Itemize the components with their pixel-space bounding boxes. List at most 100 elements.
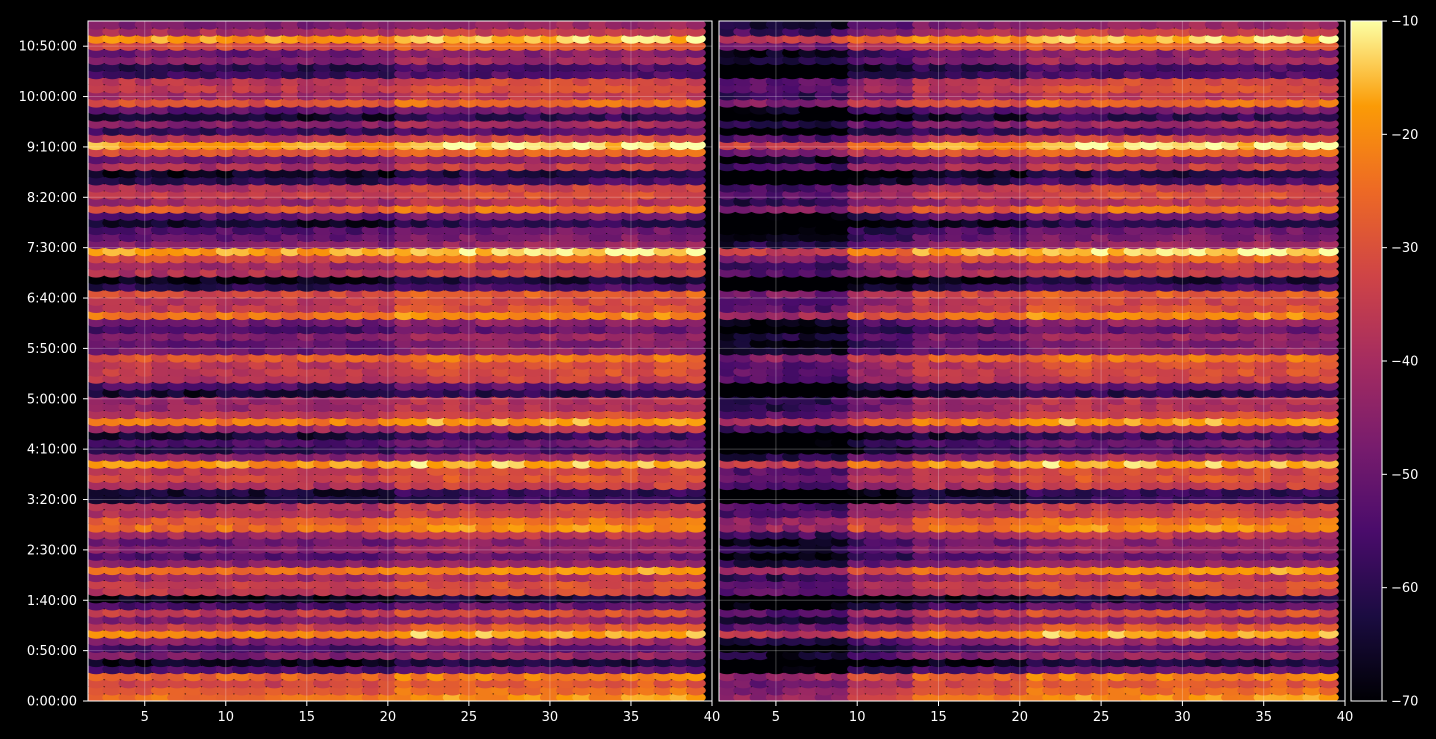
- heatmap-cell: [765, 642, 787, 654]
- heatmap-cell: [134, 295, 155, 306]
- heatmap-cell: [539, 550, 560, 561]
- heatmap-cell: [183, 274, 204, 285]
- heatmap-cell: [442, 522, 463, 533]
- heatmap-cell: [215, 501, 236, 512]
- heatmap-cell: [1237, 642, 1258, 654]
- heatmap-cell: [765, 586, 787, 597]
- heatmap-cell: [232, 557, 252, 569]
- heatmap-cell: [733, 515, 754, 526]
- heatmap-cell: [1302, 515, 1323, 526]
- heatmap-cell: [394, 472, 415, 483]
- heatmap-cell: [183, 97, 204, 108]
- heatmap-cell: [588, 529, 609, 540]
- heatmap-cell: [879, 621, 900, 632]
- heatmap-cell: [248, 564, 269, 576]
- heatmap-cell: [248, 281, 269, 292]
- heatmap-cell: [604, 118, 625, 129]
- heatmap-cell: [167, 203, 188, 214]
- heatmap-cell: [637, 338, 658, 349]
- heatmap-cell: [604, 302, 625, 313]
- heatmap-cell: [264, 281, 285, 292]
- heatmap-cell: [1074, 451, 1095, 462]
- heatmap-cell: [653, 607, 674, 618]
- heatmap-cell: [264, 90, 285, 101]
- heatmap-cell: [491, 458, 512, 469]
- heatmap-cell: [507, 274, 528, 285]
- heatmap-cell: [215, 132, 236, 143]
- heatmap-cell: [1026, 586, 1047, 597]
- heatmap-cell: [1074, 628, 1095, 639]
- heatmap-cell: [410, 111, 431, 122]
- heatmap-cell: [264, 210, 285, 221]
- heatmap-cell: [798, 508, 819, 519]
- heatmap-cell: [296, 352, 317, 363]
- heatmap-cell: [782, 508, 803, 519]
- heatmap-cell: [248, 501, 269, 512]
- heatmap-cell: [410, 239, 431, 250]
- heatmap-cell: [102, 550, 123, 561]
- heatmap-cell: [491, 522, 512, 533]
- heatmap-cell: [539, 331, 560, 342]
- heatmap-cell: [329, 494, 350, 505]
- heatmap-cell: [475, 543, 496, 554]
- heatmap-cell: [475, 33, 496, 44]
- heatmap-cell: [588, 345, 609, 356]
- heatmap-cell: [507, 76, 528, 87]
- heatmap-cell: [248, 579, 269, 590]
- heatmap-cell: [1091, 515, 1112, 526]
- heatmap-cell: [296, 635, 317, 646]
- heatmap-cell: [248, 664, 269, 675]
- heatmap-cell: [313, 550, 333, 561]
- heatmap-cell: [361, 111, 382, 122]
- heatmap-cell: [329, 331, 350, 342]
- heatmap-cell: [507, 146, 528, 158]
- heatmap-cell: [572, 387, 593, 398]
- heatmap-cell: [863, 685, 884, 696]
- heatmap-cell: [264, 161, 285, 172]
- heatmap-cell: [329, 451, 350, 462]
- heatmap-cell: [1172, 536, 1193, 547]
- heatmap-cell: [749, 486, 770, 498]
- heatmap-cell: [556, 444, 577, 455]
- heatmap-cell: [1107, 649, 1128, 661]
- heatmap-cell: [183, 267, 204, 278]
- heatmap-cell: [960, 451, 982, 462]
- heatmap-cell: [669, 352, 690, 363]
- heatmap-cell: [1123, 479, 1144, 491]
- heatmap-cell: [150, 83, 171, 94]
- heatmap-cell: [345, 253, 366, 264]
- heatmap-cell: [749, 465, 770, 476]
- heatmap-cell: [491, 621, 512, 632]
- heatmap-cell: [442, 678, 463, 689]
- heatmap-cell: [232, 139, 252, 151]
- heatmap-cell: [830, 479, 852, 491]
- heatmap-cell: [944, 593, 965, 604]
- heatmap-cell: [556, 416, 577, 427]
- heatmap-cell: [345, 302, 366, 313]
- heatmap-cell: [556, 97, 577, 108]
- heatmap-cell: [604, 678, 625, 689]
- heatmap-cell: [296, 621, 317, 632]
- heatmap-cell: [167, 387, 188, 398]
- heatmap-cell: [280, 593, 301, 604]
- heatmap-cell: [361, 479, 382, 491]
- heatmap-cell: [442, 430, 463, 441]
- heatmap-cell: [1009, 600, 1030, 611]
- heatmap-cell: [572, 579, 593, 590]
- heatmap-cell: [977, 515, 998, 526]
- heatmap-cell: [361, 33, 382, 44]
- heatmap-cell: [296, 338, 317, 349]
- heatmap-cell: [879, 607, 900, 618]
- heatmap-cell: [685, 465, 706, 476]
- heatmap-cell: [280, 508, 301, 519]
- heatmap-cell: [993, 486, 1014, 498]
- heatmap-cell: [232, 600, 252, 611]
- heatmap-cell: [296, 239, 317, 250]
- heatmap-cell: [928, 522, 949, 533]
- heatmap-cell: [588, 430, 609, 441]
- heatmap-cell: [345, 139, 366, 151]
- heatmap-cell: [895, 472, 917, 483]
- heatmap-cell: [215, 324, 236, 335]
- heatmap-cell: [280, 203, 301, 214]
- heatmap-cell: [313, 146, 333, 158]
